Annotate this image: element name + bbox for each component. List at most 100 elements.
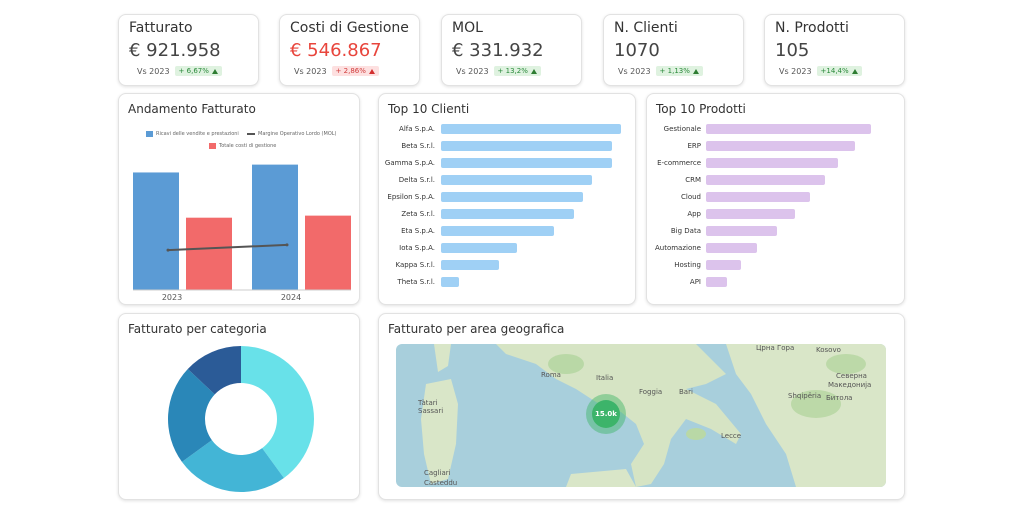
x-tick-label: 2023	[162, 293, 182, 302]
kpi-delta: +14,4%	[820, 67, 849, 75]
bar-label: Epsilon S.p.A.	[387, 193, 435, 201]
map-label-bari: Bari	[679, 388, 693, 396]
legend-swatch	[146, 131, 153, 137]
bar[interactable]	[706, 158, 838, 168]
bar-label: Eta S.p.A.	[401, 227, 435, 235]
panel-title: Fatturato per categoria	[128, 322, 267, 336]
kpi-delta-badge: + 1,13%	[655, 66, 703, 76]
bar-label: Gamma S.p.A.	[384, 159, 435, 167]
fatturato-categoria-panel: Fatturato per categoria	[118, 313, 360, 500]
kpi-value: € 331.932	[452, 40, 544, 61]
bar-2024-s0	[252, 164, 298, 290]
bar[interactable]	[441, 192, 584, 202]
bar[interactable]	[441, 158, 612, 168]
bar-label: Delta S.r.l.	[398, 176, 435, 184]
map-label-italia: Italia	[596, 374, 614, 382]
bar[interactable]	[441, 175, 593, 185]
kpi-delta-badge: + 2,86%	[331, 66, 379, 76]
legend-item-costi: Totale costi di gestione	[209, 143, 276, 149]
bar[interactable]	[441, 277, 459, 287]
sicily-land	[566, 469, 636, 487]
bar-label: Zeta S.r.l.	[401, 210, 435, 218]
legend-swatch	[209, 143, 216, 149]
bar-label: App	[687, 210, 701, 218]
donut-slice[interactable]	[241, 346, 314, 479]
map-label-lecce: Lecce	[721, 432, 742, 440]
bar[interactable]	[441, 260, 499, 270]
map-label-crna-gora: Црна Гора	[756, 344, 795, 352]
bar[interactable]	[706, 209, 796, 219]
kpi-footer: Vs 2023 + 1,13%	[618, 66, 703, 76]
bar-label: Automazione	[654, 244, 701, 252]
map-label-severna: Северна	[836, 372, 867, 380]
bar[interactable]	[706, 192, 810, 202]
panel-title: Andamento Fatturato	[128, 102, 256, 116]
panel-title: Fatturato per area geografica	[388, 322, 565, 336]
bar-label: Iota S.p.A.	[399, 244, 435, 252]
kpi-value: € 921.958	[129, 40, 221, 61]
bar-label: Kappa S.r.l.	[395, 261, 435, 269]
kpi-title: Costi di Gestione	[290, 20, 409, 36]
bar-2023-s0	[133, 172, 179, 290]
kpi-card-prodotti: N. Prodotti 105 Vs 2023 +14,4%	[764, 14, 905, 86]
map-label-casteddu: Casteddu	[424, 479, 458, 487]
kpi-delta: + 1,13%	[659, 67, 690, 75]
mol-point	[285, 243, 289, 247]
corsica-land	[434, 344, 451, 372]
x-tick-label: 2024	[281, 293, 301, 302]
bar[interactable]	[706, 260, 741, 270]
bar-label: API	[689, 278, 701, 286]
donut-slice[interactable]	[181, 440, 284, 492]
kpi-vs-label: Vs 2023	[137, 66, 170, 76]
bar[interactable]	[706, 124, 871, 134]
bar[interactable]	[706, 226, 777, 236]
bar[interactable]	[441, 141, 612, 151]
bar-label: Alfa S.p.A.	[399, 125, 435, 133]
kpi-card-costi: Costi di Gestione € 546.867 Vs 2023 + 2,…	[279, 14, 420, 86]
bar-label: E-commerce	[657, 159, 701, 167]
mol-line	[167, 243, 288, 252]
categoria-donut-chart	[168, 346, 314, 492]
kpi-card-clienti: N. Clienti 1070 Vs 2023 + 1,13%	[603, 14, 744, 86]
andamento-chart: 2023 2024	[133, 164, 351, 302]
map-cluster-value[interactable]: 15.0k	[592, 400, 620, 428]
map-label-makedonija: Македонија	[828, 381, 872, 389]
bar-label: CRM	[685, 176, 701, 184]
bar-2023-s1	[186, 217, 232, 290]
bar[interactable]	[706, 277, 728, 287]
map-label-roma: Roma	[541, 371, 561, 379]
kpi-title: Fatturato	[129, 20, 193, 36]
bar-label: Beta S.r.l.	[401, 142, 435, 150]
top-clienti-panel: Top 10 Clienti Alfa S.p.A. Beta S.r.l. Gam…	[378, 93, 636, 305]
map-label-sassari: Sassari	[418, 407, 444, 415]
bar[interactable]	[706, 141, 855, 151]
legend-swatch	[247, 133, 255, 135]
sardinia-land	[421, 379, 458, 484]
kpi-vs-label: Vs 2023	[294, 66, 327, 76]
panel-title: Top 10 Clienti	[388, 102, 470, 116]
geo-map[interactable]: Roma Italia Bari Foggia Lecce Tàtari Sas…	[396, 344, 886, 487]
map-label-foggia: Foggia	[639, 388, 663, 396]
bar[interactable]	[706, 243, 758, 253]
map-label-kosovo: Kosovo	[816, 346, 841, 354]
kpi-delta-badge: + 13,2%	[493, 66, 541, 76]
kpi-title: N. Prodotti	[775, 20, 849, 36]
map-label-tatari: Tàtari	[418, 399, 438, 407]
bar[interactable]	[441, 226, 555, 236]
arrow-up-icon	[530, 68, 537, 74]
bar[interactable]	[441, 243, 517, 253]
bar-label: Big Data	[670, 227, 701, 235]
kpi-footer: Vs 2023 + 6,67%	[137, 66, 222, 76]
legend-label: Totale costi di gestione	[219, 143, 277, 149]
arrow-up-icon	[692, 68, 699, 74]
bar[interactable]	[441, 209, 575, 219]
donut-slice[interactable]	[168, 369, 215, 462]
map-cluster-marker[interactable]: 15.0k	[586, 394, 626, 434]
bar[interactable]	[441, 124, 621, 134]
kpi-title: N. Clienti	[614, 20, 678, 36]
map-label-cagliari: Cagliari	[424, 469, 451, 477]
donut-slice[interactable]	[187, 346, 241, 395]
legend-item-mol: Margine Operativo Lordo (MOL)	[247, 131, 337, 137]
bar[interactable]	[706, 175, 825, 185]
park-area	[791, 390, 841, 418]
